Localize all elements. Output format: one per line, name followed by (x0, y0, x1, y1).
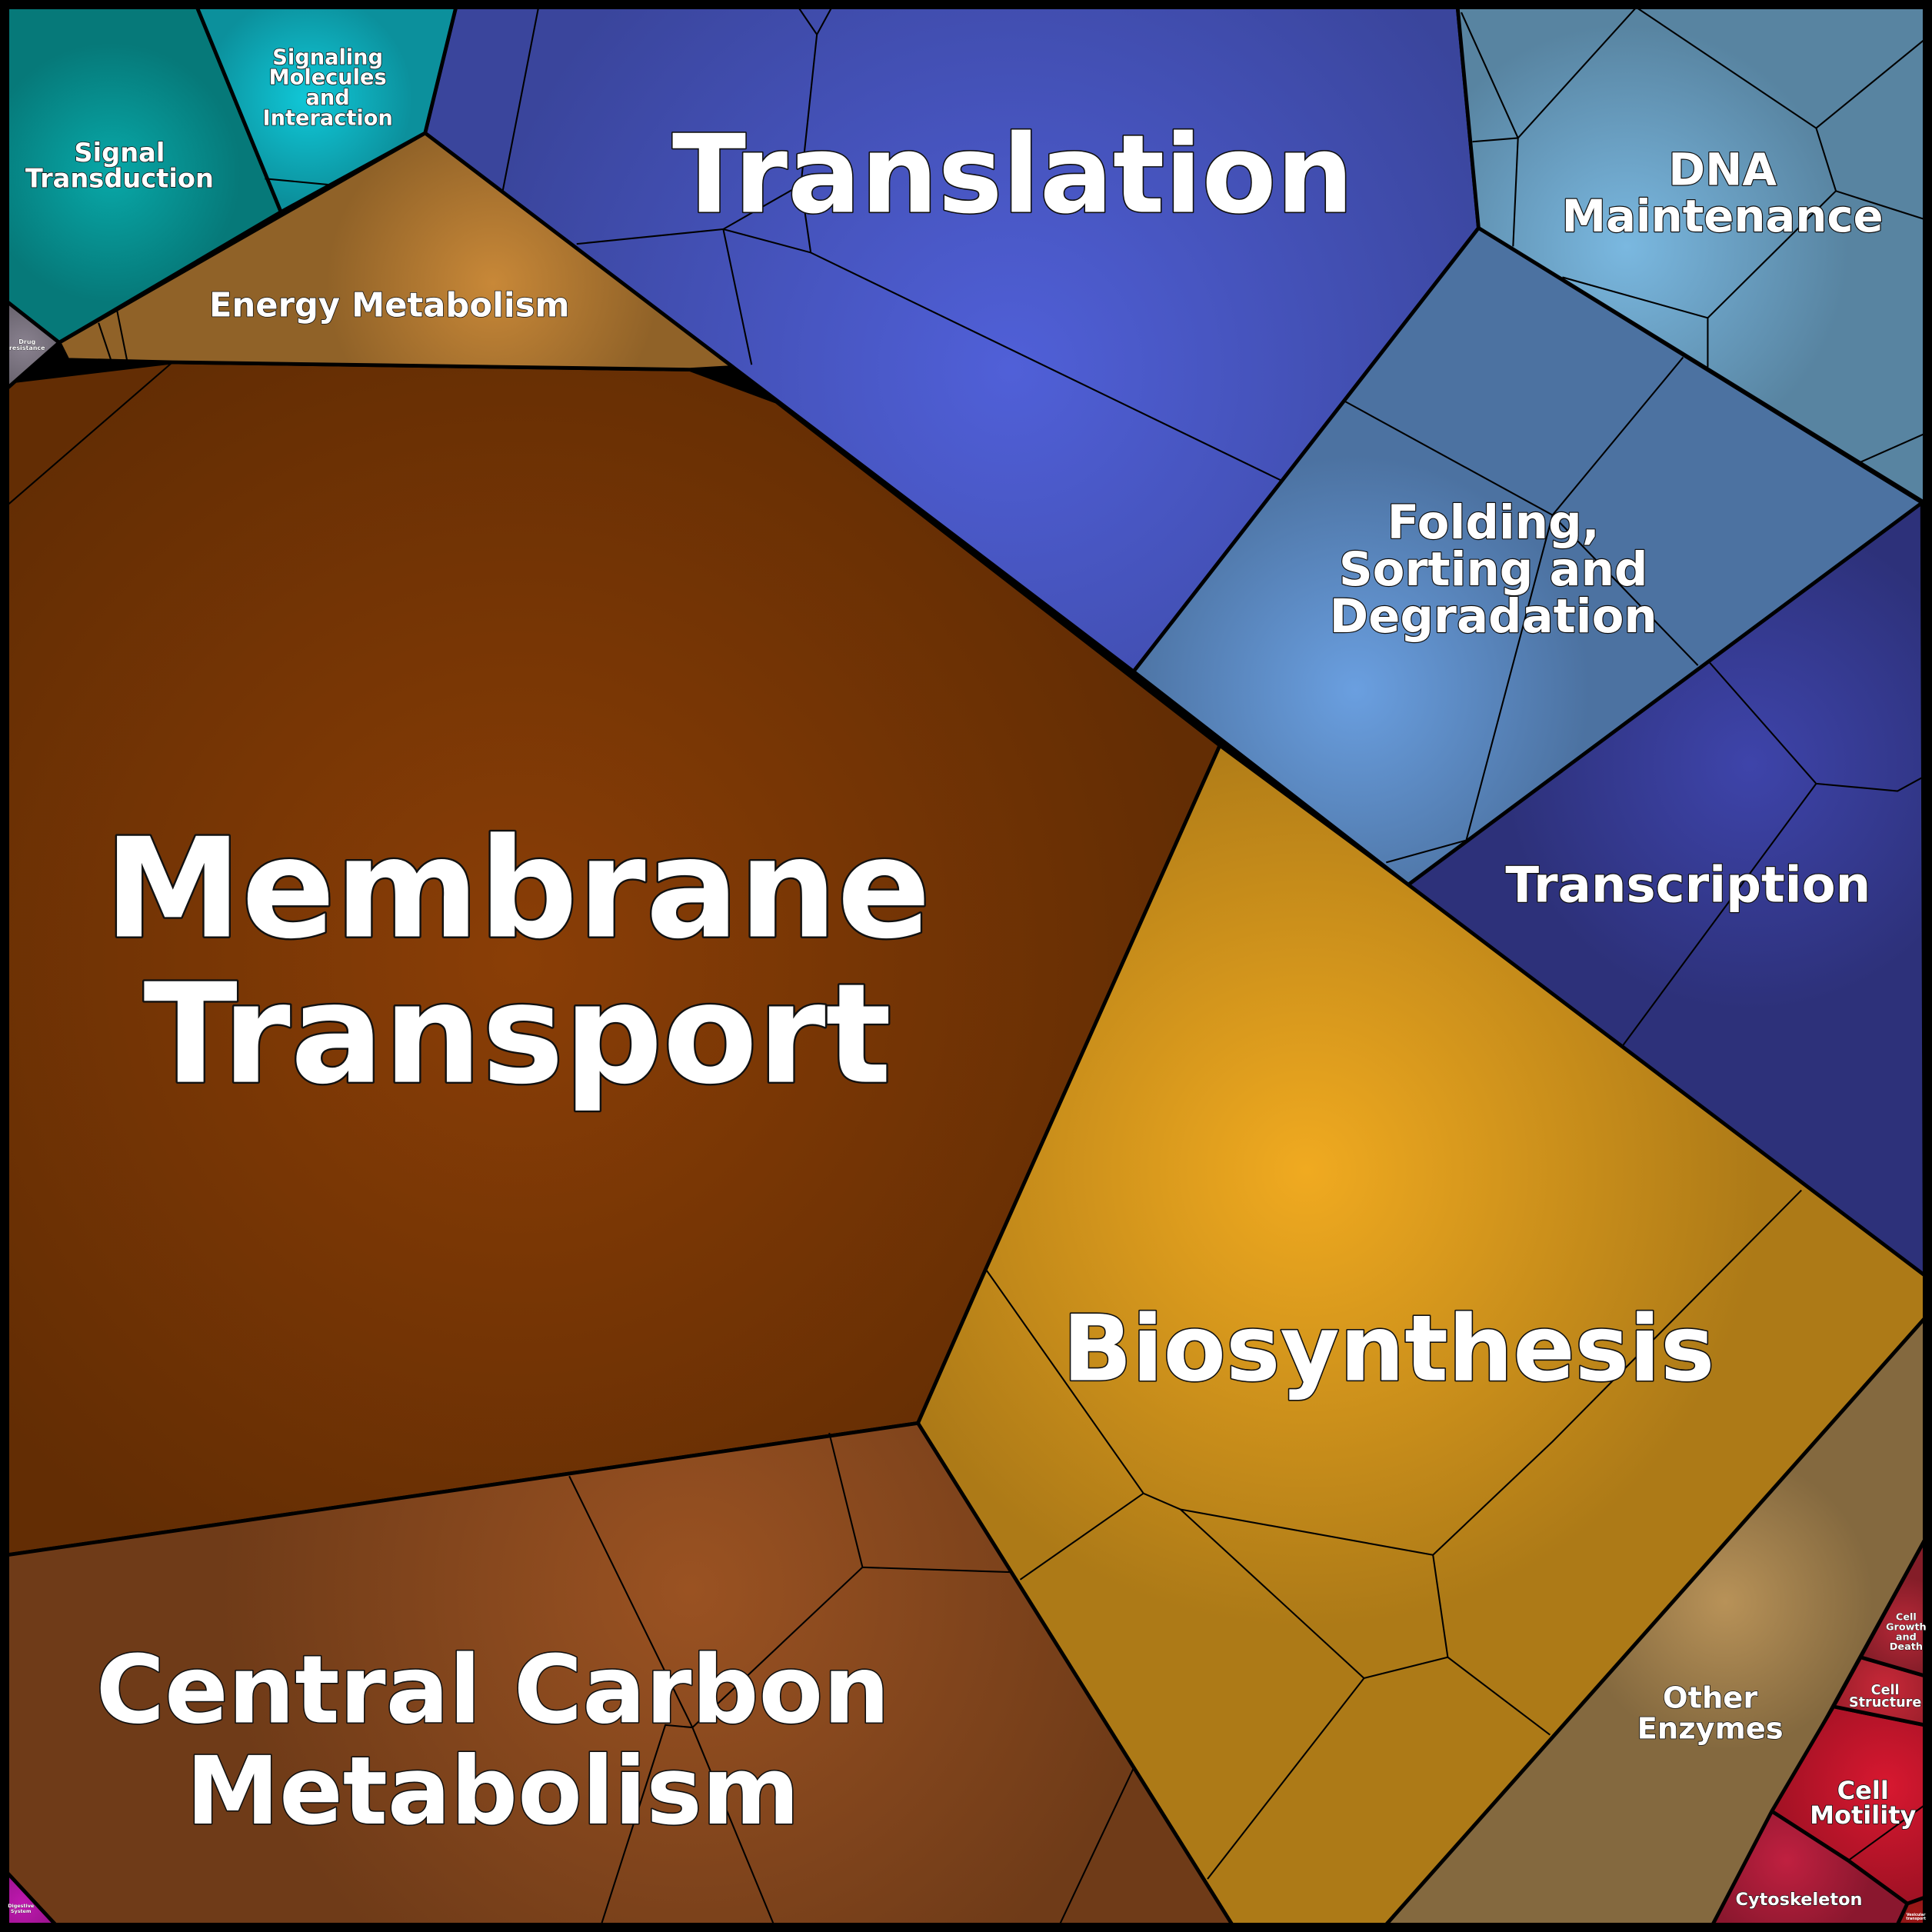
label-line: transport (1906, 1917, 1926, 1921)
label-line: Drug (18, 338, 35, 345)
label-line: and (1896, 1631, 1917, 1643)
label-growth: Cell Growth and Death (1886, 1612, 1927, 1653)
label-line: Enzymes (1637, 1711, 1784, 1746)
label-line: Other (1663, 1681, 1757, 1715)
label-line: Vesicular (1907, 1913, 1926, 1917)
label-line: Energy Metabolism (209, 287, 570, 325)
label-line: Transcription (1505, 858, 1870, 914)
label-drug: Drug resistance (9, 338, 45, 351)
label-line: System (11, 1908, 32, 1914)
label-line: Membrane (105, 809, 931, 970)
label-signaling: Signaling Molecules and Interaction (262, 45, 392, 130)
label-line: Structure (1849, 1695, 1921, 1710)
label-structure: Cell Structure (1849, 1683, 1921, 1710)
label-line: Signal (74, 138, 165, 168)
label-line: Sorting and (1339, 542, 1648, 597)
label-line: Motility (1810, 1800, 1916, 1830)
label-vesicular: Vesicular transport (1906, 1913, 1926, 1921)
label-line: Transduction (25, 164, 214, 194)
label-line: Cytoskeleton (1736, 1890, 1863, 1910)
label-line: Cell (1896, 1612, 1917, 1624)
label-line: Transport (144, 954, 892, 1115)
label-dna: DNA Maintenance (1562, 143, 1884, 242)
label-line: Central Carbon (96, 1636, 890, 1745)
label-other: Other Enzymes (1637, 1681, 1784, 1746)
label-line: Degradation (1330, 589, 1657, 644)
label-line: Interaction (262, 107, 392, 131)
label-line: Death (1890, 1641, 1923, 1653)
cell-transcription[interactable] (1406, 501, 1927, 1277)
label-energy: Energy Metabolism (209, 287, 570, 325)
label-line: Translation (672, 112, 1354, 238)
label-translation: Translation (672, 112, 1354, 238)
label-motility: Cell Motility (1810, 1776, 1916, 1830)
label-line: Signaling (272, 45, 383, 69)
label-line: Metabolism (186, 1737, 800, 1846)
label-biosynthesis: Biosynthesis (1063, 1295, 1715, 1401)
label-line: Folding, (1387, 495, 1600, 550)
label-line: Molecules (269, 66, 387, 90)
label-cytoskeleton: Cytoskeleton (1736, 1890, 1863, 1910)
label-digestive: Digestive System (8, 1903, 35, 1914)
label-line: Cell (1837, 1776, 1889, 1805)
label-transcription: Transcription (1505, 858, 1870, 914)
label-signal: Signal Transduction (25, 138, 214, 194)
label-folding: Folding, Sorting and Degradation (1330, 495, 1657, 644)
label-line: and (306, 86, 350, 110)
label-line: Biosynthesis (1063, 1295, 1715, 1401)
label-membrane: Membrane Transport (105, 809, 931, 1115)
label-line: Digestive (8, 1903, 35, 1909)
label-central: Central Carbon Metabolism (96, 1636, 890, 1846)
label-line: DNA (1668, 143, 1777, 195)
label-line: Growth (1886, 1622, 1927, 1634)
label-line: Cell (1871, 1683, 1900, 1698)
label-line: Maintenance (1562, 190, 1884, 242)
label-line: resistance (9, 345, 45, 351)
